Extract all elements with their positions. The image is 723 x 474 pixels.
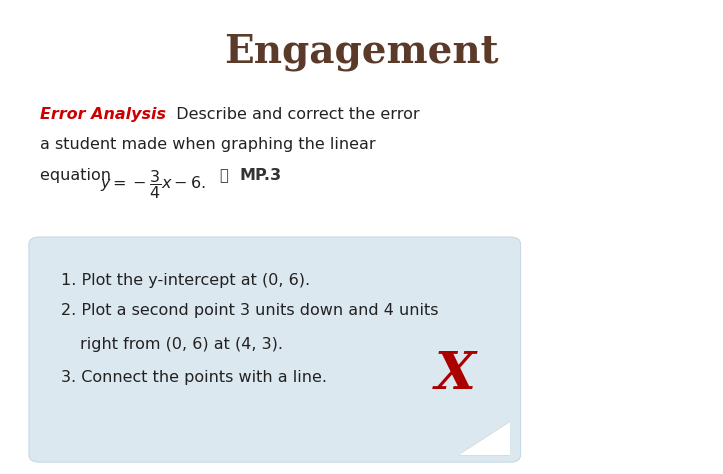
Text: a student made when graphing the linear: a student made when graphing the linear xyxy=(40,137,375,153)
Polygon shape xyxy=(459,422,510,455)
Text: MP.3: MP.3 xyxy=(239,168,281,183)
Text: Describe and correct the error: Describe and correct the error xyxy=(166,107,420,122)
Text: Engagement: Engagement xyxy=(224,33,499,71)
Text: $y = -\dfrac{3}{4}x - 6.$: $y = -\dfrac{3}{4}x - 6.$ xyxy=(100,168,206,201)
FancyBboxPatch shape xyxy=(29,237,521,462)
Text: Error Analysis: Error Analysis xyxy=(40,107,166,122)
Polygon shape xyxy=(459,422,510,455)
Text: right from (0, 6) at (4, 3).: right from (0, 6) at (4, 3). xyxy=(80,337,283,352)
Text: X: X xyxy=(435,349,476,401)
Polygon shape xyxy=(459,422,510,455)
Text: 3. Connect the points with a line.: 3. Connect the points with a line. xyxy=(61,370,328,385)
Text: equation: equation xyxy=(40,168,116,183)
Text: 2. Plot a second point 3 units down and 4 units: 2. Plot a second point 3 units down and … xyxy=(61,303,439,319)
Text: ⓒ: ⓒ xyxy=(219,168,228,183)
Text: 1. Plot the y-intercept at (0, 6).: 1. Plot the y-intercept at (0, 6). xyxy=(61,273,311,288)
